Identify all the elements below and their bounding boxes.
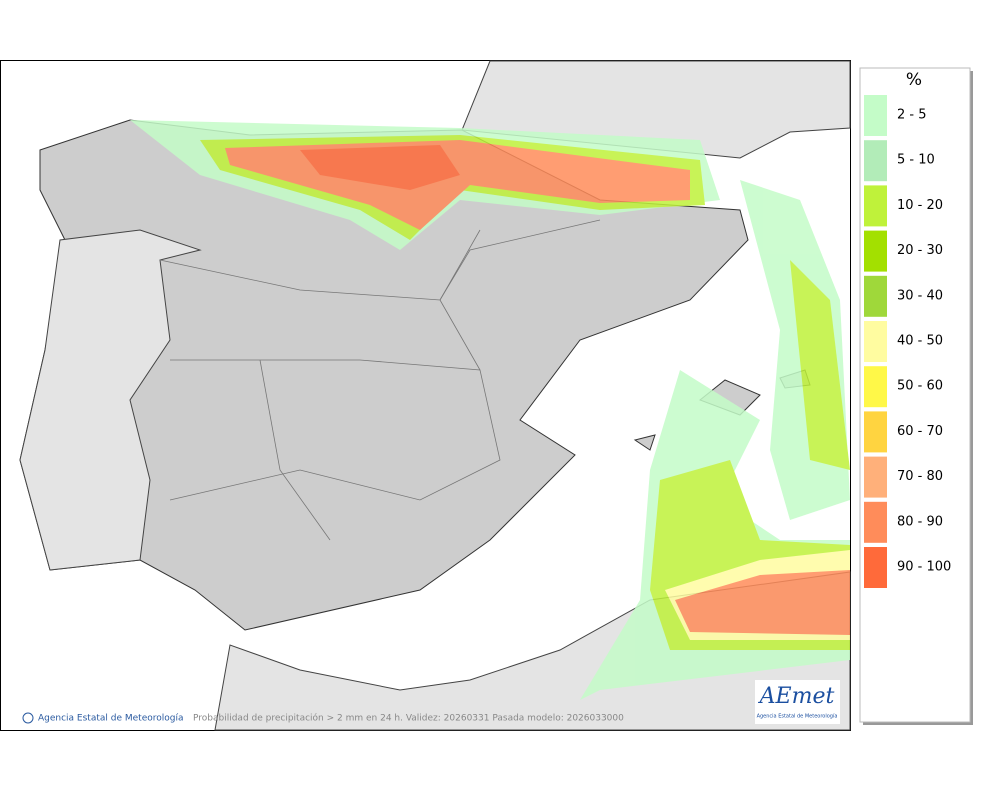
- legend-label: 50 - 60: [897, 379, 943, 394]
- legend-swatch: [864, 185, 887, 227]
- logo-name: AEmet: [758, 684, 835, 709]
- legend-swatch: [864, 230, 887, 272]
- legend-label: 20 - 30: [897, 243, 943, 258]
- legend-label: 2 - 5: [897, 108, 927, 123]
- portugal: [19, 229, 202, 571]
- footer: Agencia Estatal de Meteorología Probabil…: [22, 712, 624, 724]
- logo-box: [755, 680, 840, 724]
- legend-label: 70 - 80: [897, 469, 943, 484]
- legend-swatch: [864, 321, 887, 362]
- copyright-icon: [22, 712, 34, 724]
- credit: Agencia Estatal de Meteorología: [38, 714, 184, 724]
- precipitation-probability: [130, 120, 850, 700]
- legend-swatch: [864, 140, 887, 182]
- legend-label: 30 - 40: [897, 288, 943, 303]
- legend: % 2 - 5 5 - 10 10 - 20 20 - 30 30 - 40 40 - 5…: [859, 67, 973, 725]
- legend-label: 90 - 100: [897, 560, 951, 575]
- logo-subtitle: Agencia Estatal de Meteorología: [757, 713, 838, 720]
- legend-swatch: [864, 366, 887, 408]
- legend-label: 10 - 20: [897, 198, 943, 213]
- legend-title: %: [906, 70, 922, 90]
- caption: Probabilidad de precipitación > 2 mm en …: [193, 713, 624, 724]
- legend-swatch: [864, 501, 887, 543]
- legend-label: 60 - 70: [897, 424, 943, 439]
- legend-label: 40 - 50: [897, 334, 943, 349]
- legend-label: 5 - 10: [897, 153, 935, 168]
- legend-swatch: [864, 95, 887, 136]
- legend-label: 80 - 90: [897, 514, 943, 529]
- logo: AEmet Agencia Estatal de Meteorología: [755, 680, 840, 724]
- legend-swatch: [864, 456, 887, 498]
- legend-swatch: [864, 411, 887, 453]
- legend-swatch: [864, 275, 887, 317]
- region-borders: [159, 219, 601, 541]
- legend-swatch: [864, 547, 887, 588]
